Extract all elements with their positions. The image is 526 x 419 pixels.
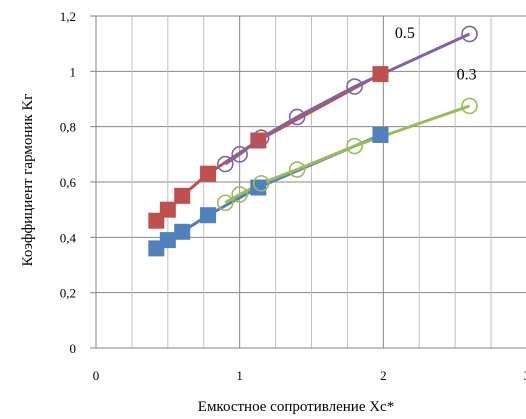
data-point	[288, 161, 306, 178]
data-point	[200, 207, 217, 224]
y-tick-label: 0,2	[60, 286, 76, 301]
y-tick-label: 0,4	[60, 230, 77, 245]
data-point	[250, 132, 267, 149]
data-point	[174, 187, 191, 204]
ticks-layer: 0 0,2 0,4 0,6 0,8 1 1,2 0 1 2 3	[60, 9, 526, 383]
data-point	[159, 232, 176, 249]
data-point	[250, 179, 267, 196]
grid-layer	[96, 15, 526, 349]
y-axis-title: Коэффициент гармоник Kг	[20, 94, 36, 267]
x-tick-label: 3	[524, 368, 526, 383]
data-point	[461, 97, 478, 115]
x-tick-label: 2	[380, 368, 387, 383]
series-annotation-label: 0.5	[395, 25, 415, 42]
data-point	[217, 155, 234, 173]
annotation-layer: 0.5 0.3	[395, 25, 477, 83]
data-point	[372, 66, 389, 83]
series-annotation-label: 0.3	[457, 67, 477, 84]
data-point	[252, 129, 270, 147]
series-layer	[148, 25, 478, 257]
axes-layer	[90, 15, 526, 349]
data-point	[252, 175, 270, 192]
data-point	[461, 25, 478, 43]
x-tick-label: 0	[93, 368, 100, 383]
y-tick-label: 1,2	[60, 9, 76, 24]
data-point	[288, 108, 306, 126]
data-point	[231, 146, 248, 163]
data-point	[217, 194, 234, 212]
data-point	[159, 201, 176, 218]
data-point	[231, 186, 248, 203]
data-point	[200, 165, 217, 182]
x-axis-title: Емкостное сопротивление Xc*	[198, 399, 394, 415]
data-point	[346, 78, 363, 95]
y-tick-label: 0,8	[60, 120, 76, 135]
data-point	[372, 126, 389, 143]
data-point	[174, 223, 191, 240]
y-tick-label: 0,6	[60, 175, 77, 190]
data-point	[346, 137, 363, 155]
y-tick-label: 1	[70, 64, 77, 79]
y-tick-label: 0	[70, 341, 77, 356]
x-tick-label: 1	[236, 368, 243, 383]
